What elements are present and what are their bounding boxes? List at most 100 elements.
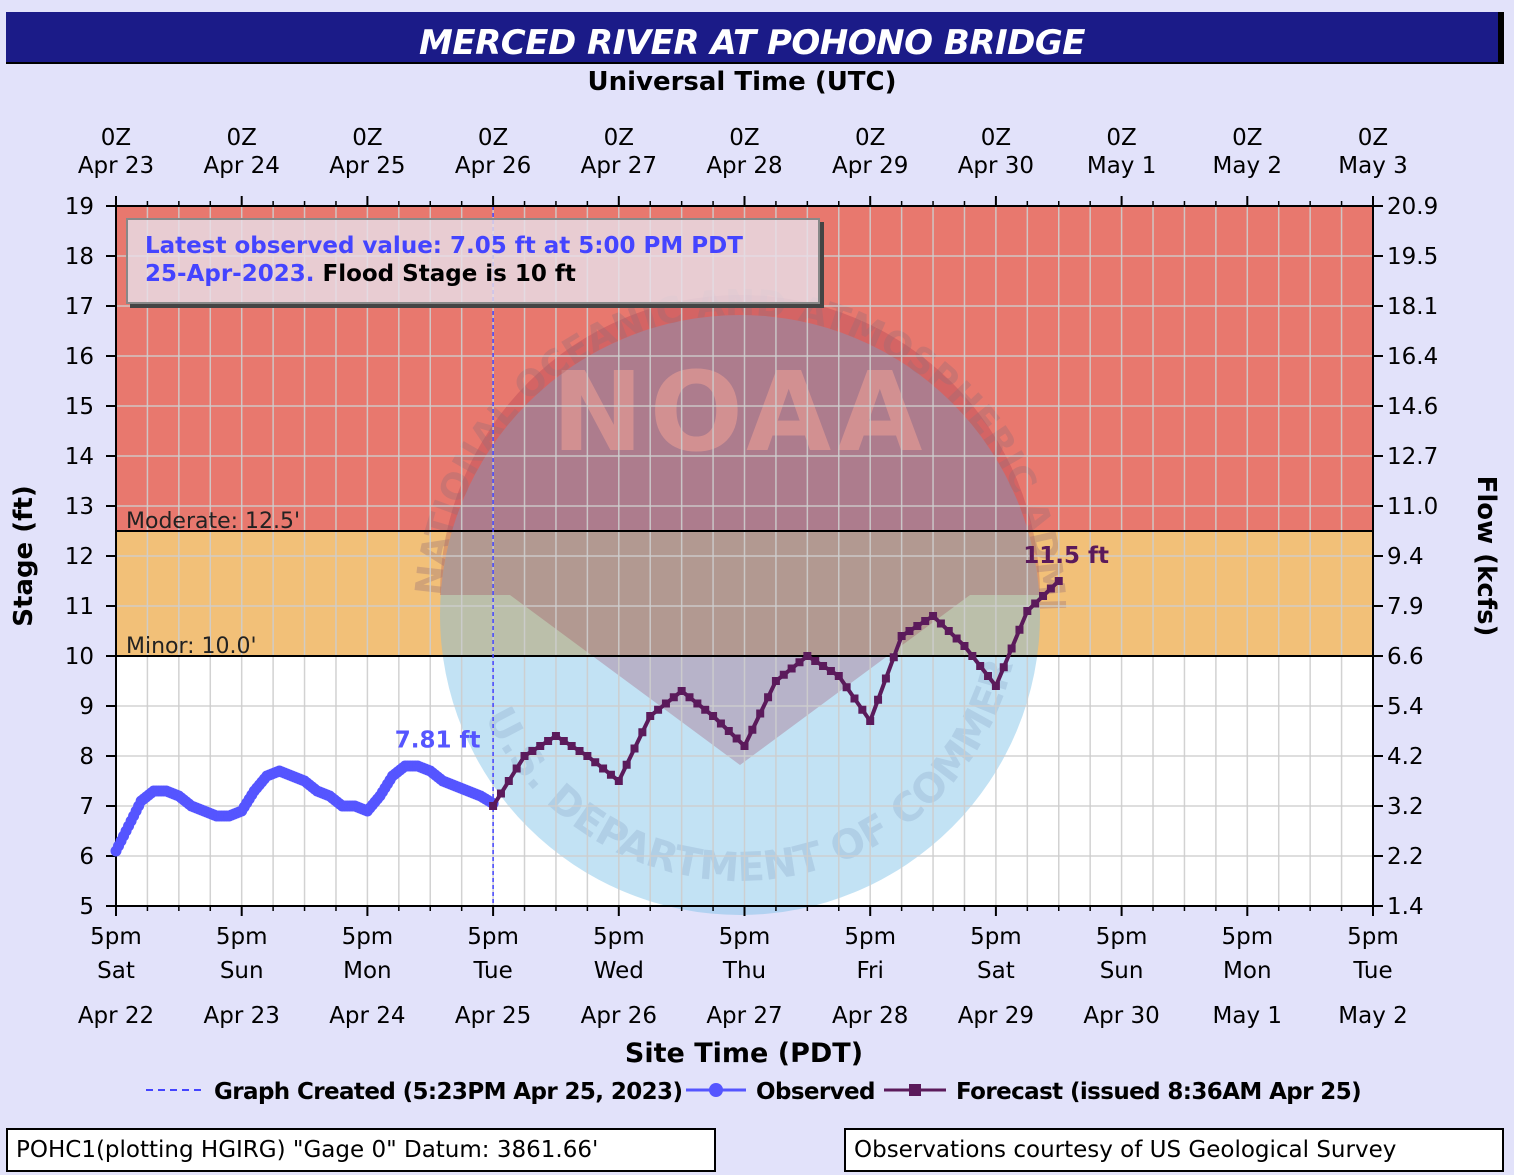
y-right-tick-label: 9.4	[1387, 544, 1424, 570]
forecast-point	[803, 652, 812, 660]
x-bottom-tick-day: Mon	[1223, 958, 1272, 984]
forecast-point	[1031, 599, 1040, 608]
latest-value-box: Latest observed value: 7.05 ft at 5:00 P…	[126, 218, 820, 304]
legend-forecast-marker	[909, 1084, 921, 1096]
forecast-point	[646, 712, 655, 720]
x-bottom-tick-time: 5pm	[90, 924, 142, 950]
x-bottom-tick-date: May 2	[1338, 1003, 1408, 1029]
forecast-point	[701, 705, 710, 714]
x-bottom-tick-day: Sun	[1100, 958, 1144, 984]
x-top-tick-label: 0Z	[1358, 125, 1388, 151]
forecast-point	[1015, 625, 1024, 634]
y-right-tick-label: 1.4	[1387, 894, 1424, 920]
forecast-point	[575, 747, 584, 755]
top-axis-title: Universal Time (UTC)	[587, 67, 896, 97]
forecast-point	[693, 699, 702, 708]
x-top-tick-label: 0Z	[101, 125, 131, 151]
latest-value-date: 25-Apr-2023.	[145, 261, 315, 287]
forecast-point	[520, 752, 529, 760]
y-left-tick-label: 17	[65, 294, 94, 320]
forecast-point	[606, 770, 615, 779]
x-bottom-tick-day: Thu	[722, 958, 766, 984]
y-left-tick-label: 7	[79, 794, 94, 820]
y-right-tick-label: 7.9	[1387, 594, 1424, 620]
x-top-tick-date: Apr 27	[581, 153, 657, 179]
axes: 5 6 7 8 9 10 11 12 13 14 15 16 17 18 19 20.9 19.5 18.1 16.…	[9, 67, 1501, 1069]
forecast-point	[685, 693, 694, 702]
legend-graph-created-label: Graph Created (5:23PM Apr 25, 2023)	[214, 1079, 682, 1105]
y-right-tick-label: 6.6	[1387, 644, 1424, 670]
forecast-point	[929, 612, 938, 620]
forecast-point	[913, 622, 922, 630]
forecast-point	[826, 667, 835, 675]
y-left-tick-label: 10	[65, 644, 94, 670]
forecast-point	[1023, 607, 1032, 615]
x-bottom-tick-time: 5pm	[1221, 924, 1273, 950]
forecast-point	[1054, 577, 1063, 585]
right-axis-title: Flow (kcfs)	[1471, 476, 1501, 637]
x-top-tick-date: May 3	[1338, 153, 1408, 179]
y-right-tick-label: 3.2	[1387, 794, 1424, 820]
forecast-point	[960, 642, 969, 650]
x-bottom-tick-date: Apr 27	[706, 1003, 782, 1029]
y-left-tick-label: 12	[65, 544, 94, 570]
x-top-tick-date: Apr 23	[78, 153, 154, 179]
x-top-tick-date: Apr 30	[958, 153, 1034, 179]
x-bottom-tick-day: Sun	[220, 958, 264, 984]
x-bottom-tick-time: 5pm	[1096, 924, 1148, 950]
x-top-tick-label: 0Z	[604, 125, 634, 151]
forecast-point	[1039, 592, 1048, 600]
forecast-point	[921, 617, 930, 625]
forecast-point	[630, 744, 639, 753]
x-bottom-tick-date: Apr 25	[455, 1003, 531, 1029]
forecast-point	[748, 725, 757, 734]
x-bottom-tick-date: Apr 24	[329, 1003, 405, 1029]
y-right-tick-label: 14.6	[1387, 394, 1438, 420]
x-bottom-tick-time: 5pm	[1347, 924, 1399, 950]
x-bottom-tick-date: Apr 22	[78, 1003, 154, 1029]
forecast-point	[811, 657, 820, 665]
forecast-point	[944, 627, 953, 635]
forecast-point	[654, 705, 663, 714]
x-top-tick-label: 0Z	[729, 125, 759, 151]
forecast-point	[787, 664, 796, 673]
forecast-point	[669, 693, 678, 702]
legend-observed-label: Observed	[756, 1079, 875, 1105]
y-left-tick-label: 14	[65, 444, 94, 470]
y-left-tick-label: 18	[65, 244, 94, 270]
peak-label-observed: 7.81 ft	[395, 728, 481, 754]
forecast-point	[512, 764, 521, 773]
x-bottom-tick-day: Tue	[1352, 958, 1392, 984]
threshold-label-minor: Minor: 10.0'	[126, 634, 257, 659]
forecast-point	[716, 719, 725, 728]
forecast-point	[732, 734, 741, 743]
forecast-point	[764, 693, 773, 702]
x-bottom-tick-time: 5pm	[970, 924, 1022, 950]
x-top-tick-date: Apr 25	[329, 153, 405, 179]
peak-label-forecast: 11.5 ft	[1023, 543, 1109, 569]
y-right-tick-label: 2.2	[1387, 844, 1424, 870]
y-right-tick-label: 5.4	[1387, 694, 1424, 720]
seal-noaa-text: NOAA	[552, 348, 929, 476]
y-right-tick-label: 19.5	[1387, 244, 1438, 270]
flood-stage-text: Flood Stage is 10 ft	[314, 261, 576, 287]
forecast-point	[756, 709, 765, 718]
x-bottom-tick-time: 5pm	[342, 924, 394, 950]
forecast-point	[881, 674, 890, 683]
forecast-point	[976, 662, 985, 670]
forecast-point	[496, 789, 505, 798]
x-bottom-tick-time: 5pm	[467, 924, 519, 950]
y-left-tick-label: 11	[65, 594, 94, 620]
y-left-tick-label: 16	[65, 344, 94, 370]
forecast-point	[897, 632, 906, 640]
forecast-point	[551, 732, 560, 740]
forecast-point	[504, 777, 513, 785]
chart-title: MERCED RIVER AT POHONO BRIDGE	[419, 23, 1085, 63]
forecast-point	[999, 663, 1008, 672]
forecast-point	[842, 683, 851, 692]
forecast-point	[936, 619, 945, 628]
forecast-point	[583, 752, 592, 760]
forecast-point	[591, 758, 600, 767]
